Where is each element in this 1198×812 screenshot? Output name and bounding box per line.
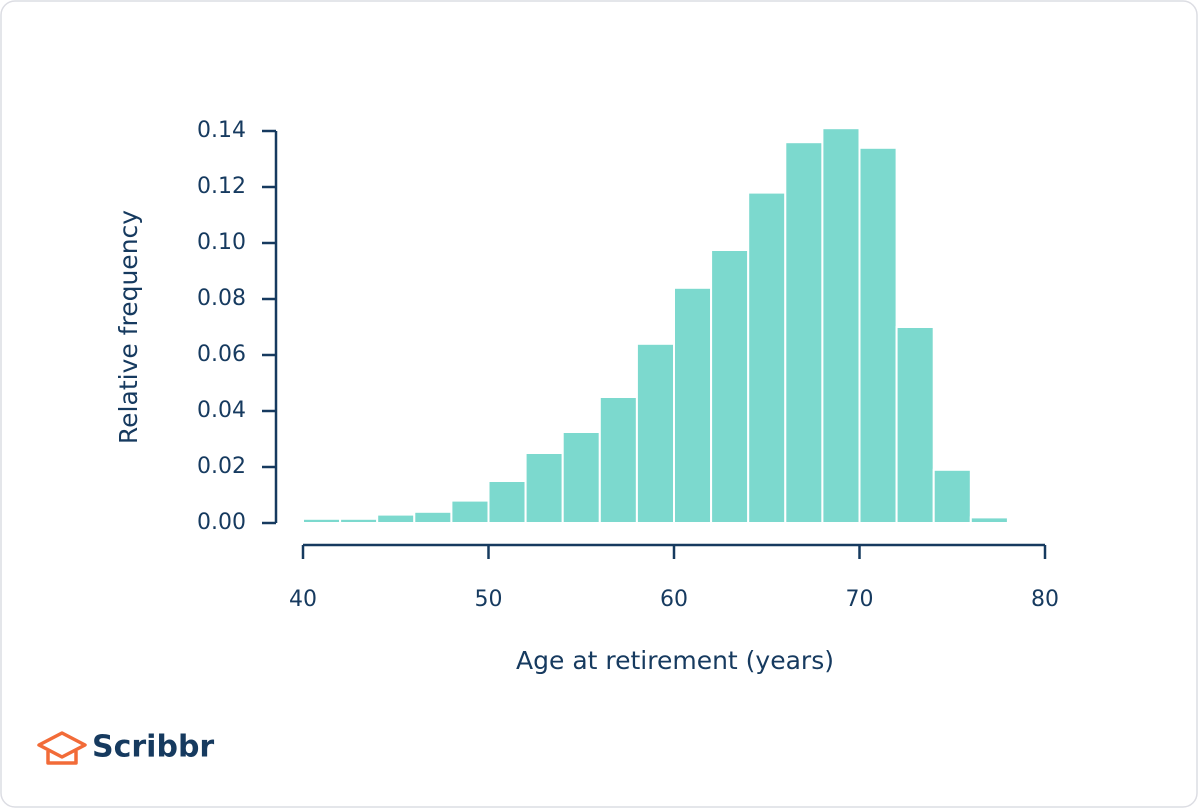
bar xyxy=(673,286,713,524)
y-tick-label: 0.08 xyxy=(197,286,246,311)
bar xyxy=(413,510,453,524)
bar xyxy=(932,468,972,524)
bar xyxy=(710,249,750,524)
bar xyxy=(969,516,1009,525)
bar xyxy=(487,480,527,524)
bar xyxy=(821,127,861,524)
bar xyxy=(561,431,601,524)
y-tick-label: 0.12 xyxy=(197,174,246,199)
x-tick-label: 50 xyxy=(475,587,503,612)
y-tick-label: 0.02 xyxy=(197,454,246,479)
y-tick-label: 0.00 xyxy=(197,510,246,535)
y-tick-label: 0.06 xyxy=(197,342,246,367)
bar xyxy=(895,326,935,524)
y-tick-label: 0.04 xyxy=(197,398,246,423)
y-tick-label: 0.10 xyxy=(197,230,246,255)
bar xyxy=(376,513,416,524)
bar xyxy=(302,517,342,524)
brand: Scribbr xyxy=(92,730,214,765)
bar xyxy=(598,396,638,524)
x-tick-label: 80 xyxy=(1031,587,1059,612)
bar xyxy=(635,342,676,524)
bar xyxy=(524,452,564,524)
bar xyxy=(747,191,787,524)
y-tick-label: 0.14 xyxy=(197,118,246,143)
x-tick-label: 40 xyxy=(289,587,317,612)
y-axis-label: Relative frequency xyxy=(114,210,143,444)
bar xyxy=(450,499,490,525)
x-tick-label: 70 xyxy=(846,587,874,612)
logo-icon xyxy=(37,731,87,765)
x-tick-label: 60 xyxy=(660,587,688,612)
bar xyxy=(784,141,824,524)
bar xyxy=(858,146,898,525)
x-axis-label: Age at retirement (years) xyxy=(516,646,834,675)
bar xyxy=(339,517,379,524)
